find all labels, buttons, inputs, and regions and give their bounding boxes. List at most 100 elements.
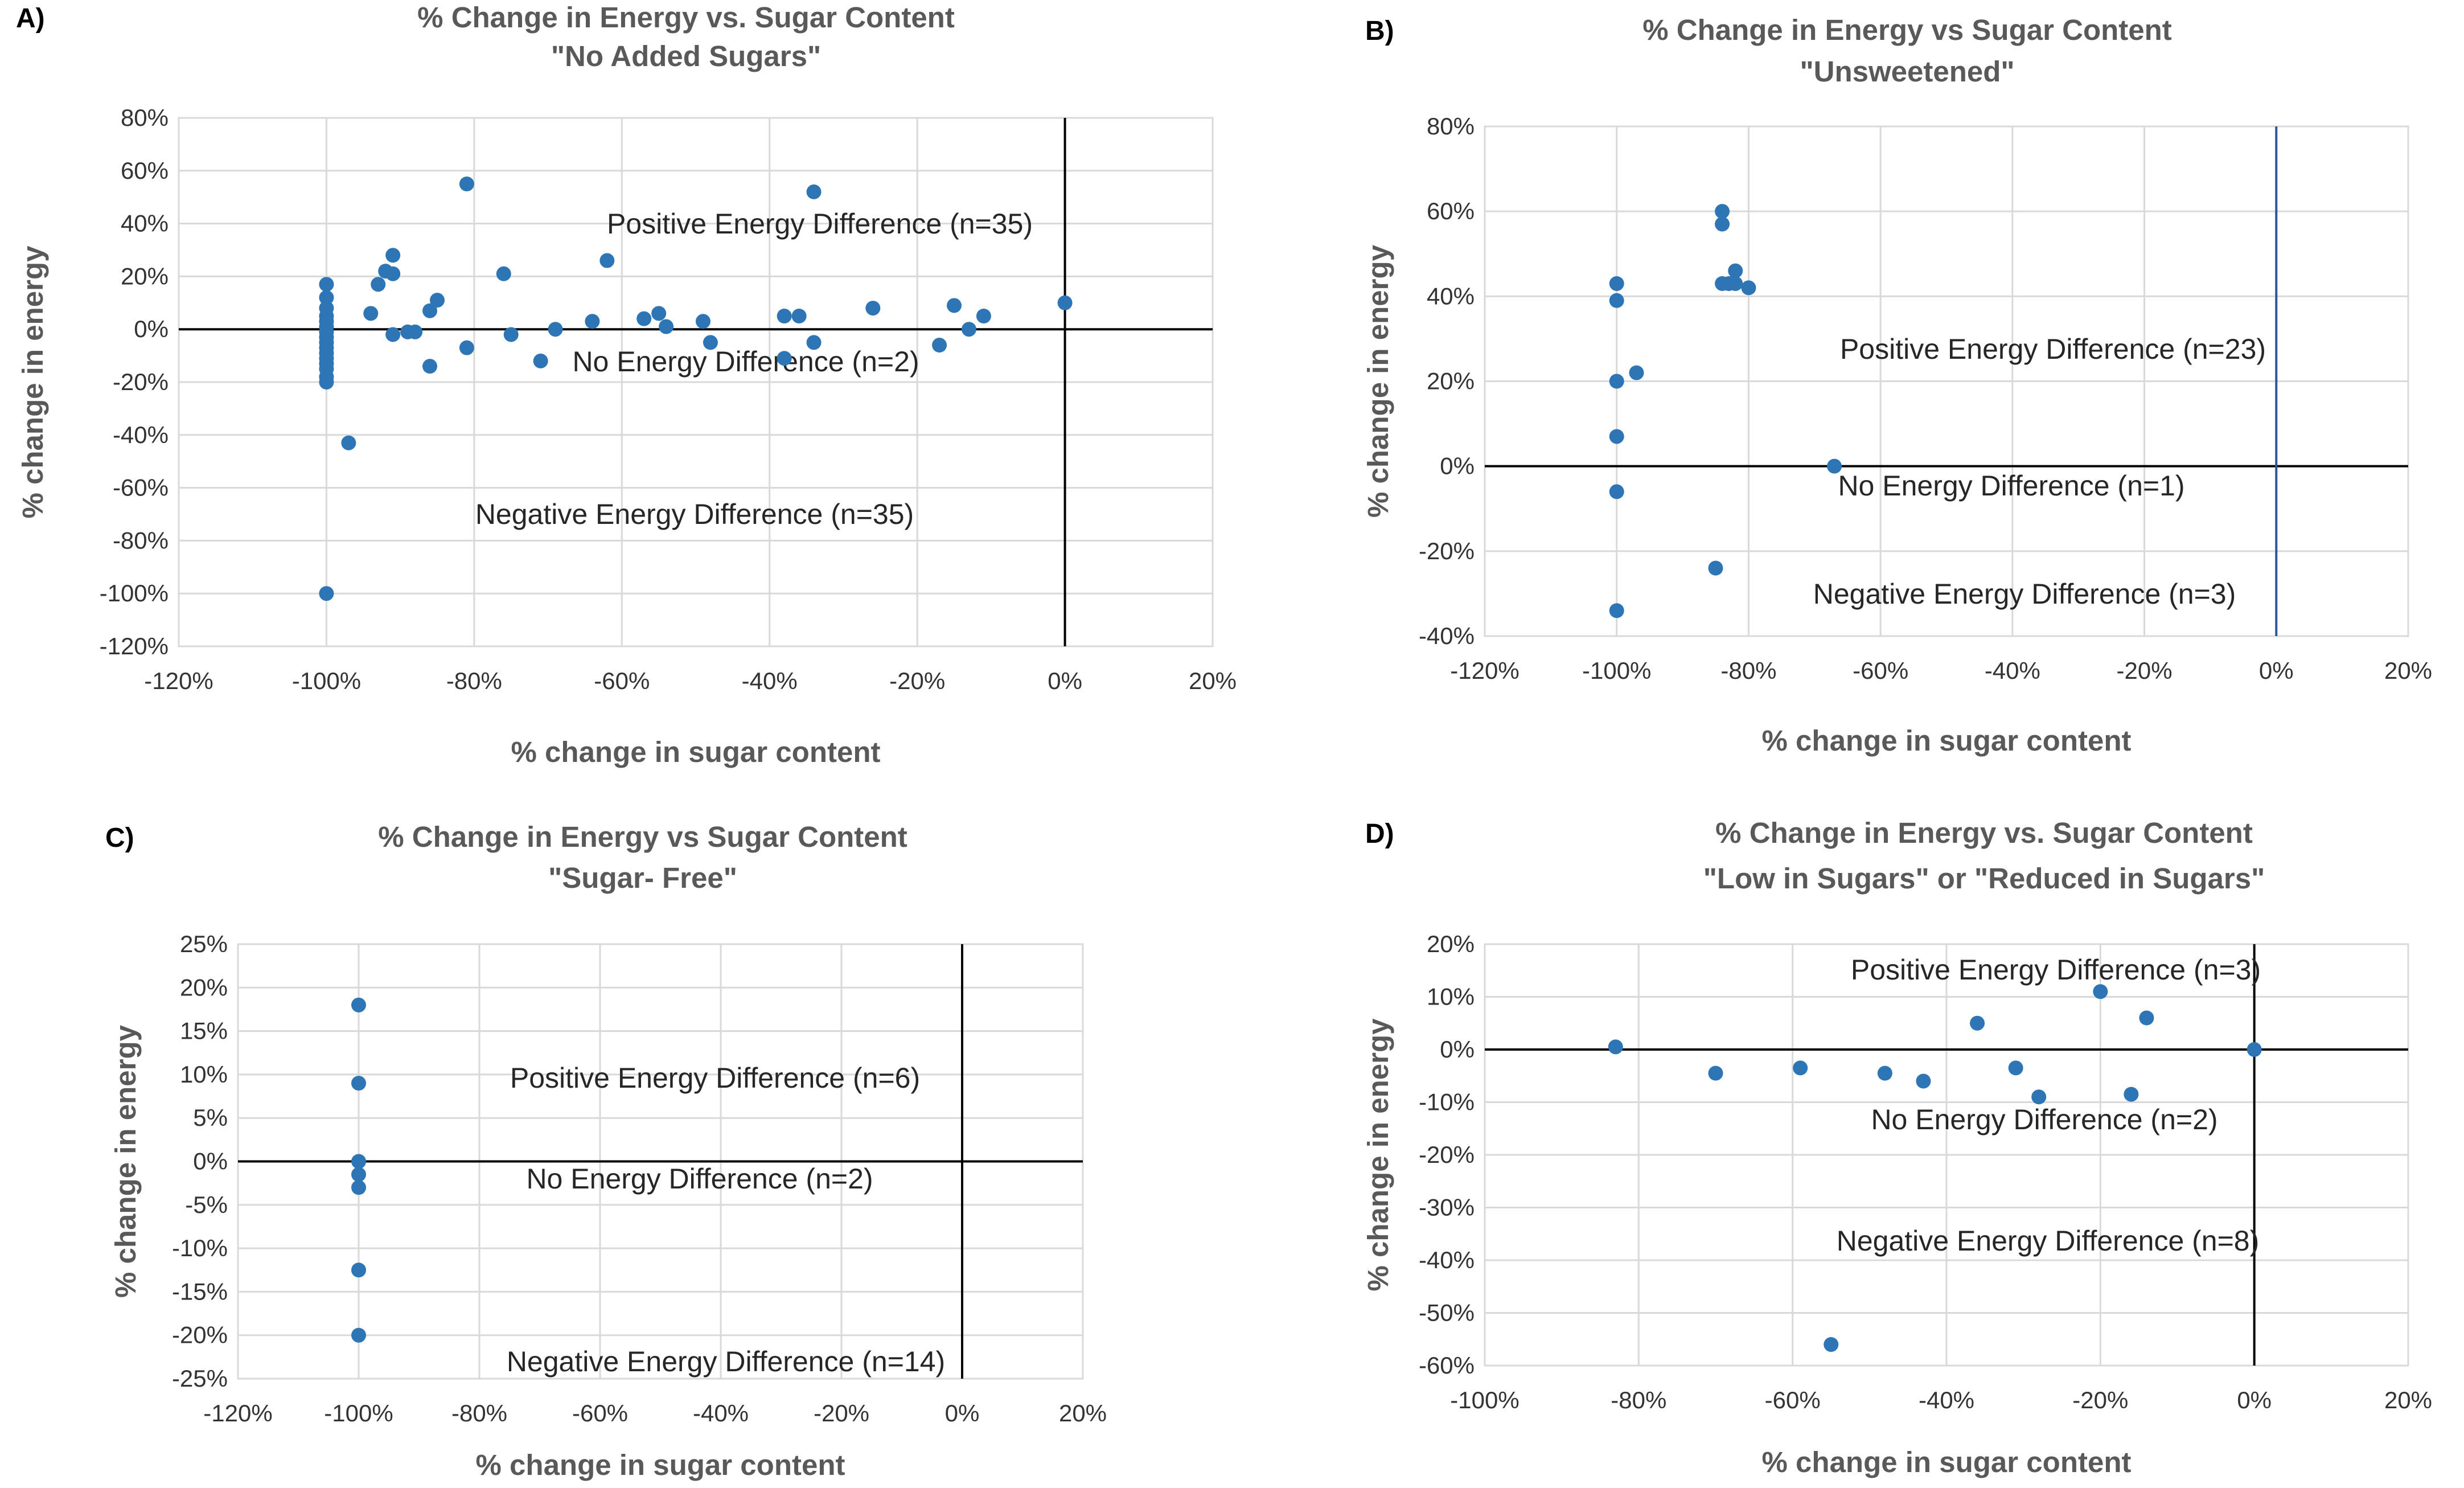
chart-panel-c: C) % Change in Energy vs Sugar Content "Su… xyxy=(105,821,1107,1481)
data-point xyxy=(422,303,438,318)
y-tick-label: 0% xyxy=(1440,453,1475,479)
data-point xyxy=(777,351,792,366)
x-tick-label: -120% xyxy=(1450,657,1519,684)
chart-subtitle: "Unsweetened" xyxy=(1800,55,2014,88)
data-point xyxy=(2031,1089,2047,1105)
data-point xyxy=(806,184,822,199)
data-point xyxy=(371,277,386,292)
y-tick-label: 40% xyxy=(121,210,169,237)
annotation-none: No Energy Difference (n=2) xyxy=(572,346,919,378)
data-point xyxy=(1609,603,1624,618)
y-tick-label: 40% xyxy=(1427,282,1475,309)
data-point xyxy=(459,340,474,355)
data-point xyxy=(351,997,366,1013)
x-tick-label: -20% xyxy=(889,667,945,694)
data-point xyxy=(351,1076,366,1091)
y-tick-label: -50% xyxy=(1419,1300,1475,1326)
data-point xyxy=(1609,293,1624,308)
y-axis-label: % change in energy xyxy=(17,245,49,519)
data-point xyxy=(651,306,667,321)
panel-label: A) xyxy=(16,3,45,34)
data-point xyxy=(932,338,947,353)
data-point xyxy=(1916,1073,1931,1089)
annotation-negative: Negative Energy Difference (n=14) xyxy=(507,1346,945,1378)
data-point xyxy=(351,1262,366,1278)
y-axis-label: % change in energy xyxy=(1362,1018,1394,1292)
data-point xyxy=(1609,429,1624,444)
data-point xyxy=(385,327,401,342)
data-point xyxy=(1609,484,1624,499)
y-tick-label: 10% xyxy=(180,1061,228,1088)
y-tick-label: 20% xyxy=(180,974,228,1001)
x-tick-label: 0% xyxy=(1048,667,1082,694)
data-point xyxy=(695,314,711,329)
data-point xyxy=(548,322,563,337)
data-point xyxy=(1057,295,1073,310)
data-point xyxy=(341,435,356,450)
x-tick-label: -20% xyxy=(2117,657,2173,684)
y-tick-label: -20% xyxy=(172,1322,228,1348)
y-tick-label: -20% xyxy=(1419,1141,1475,1168)
x-tick-label: 0% xyxy=(2237,1387,2272,1413)
plot-area xyxy=(1484,125,2409,637)
x-tick-label: -80% xyxy=(1611,1387,1666,1413)
x-tick-label: -80% xyxy=(1720,657,1776,684)
x-tick-label: 20% xyxy=(2384,657,2432,684)
x-tick-label: -100% xyxy=(292,667,361,694)
panel-label: D) xyxy=(1365,819,1394,849)
y-tick-label: -20% xyxy=(113,368,169,395)
data-point xyxy=(2139,1010,2154,1026)
x-tick-label: -40% xyxy=(1985,657,2040,684)
data-point xyxy=(2247,1042,2262,1057)
data-point xyxy=(947,298,962,313)
annotation-positive: Positive Energy Difference (n=6) xyxy=(510,1062,920,1094)
annotation-negative: Negative Energy Difference (n=3) xyxy=(1813,578,2236,610)
data-point xyxy=(422,359,438,374)
x-tick-label: -60% xyxy=(572,1400,628,1426)
y-tick-label: 15% xyxy=(180,1018,228,1044)
data-point xyxy=(1827,458,1842,474)
y-tick-label: 80% xyxy=(121,104,169,131)
annotation-negative: Negative Energy Difference (n=35) xyxy=(475,498,914,530)
data-point xyxy=(1609,276,1624,291)
data-point xyxy=(1715,216,1730,232)
data-point xyxy=(1970,1015,1985,1031)
data-point xyxy=(351,1167,366,1182)
y-tick-label: -120% xyxy=(100,633,169,659)
annotation-none: No Energy Difference (n=1) xyxy=(1838,470,2184,502)
data-point xyxy=(319,375,334,390)
x-tick-label: -40% xyxy=(693,1400,749,1426)
chart-panel-b: B) % Change in Energy vs Sugar Content "Un… xyxy=(1362,14,2432,757)
y-tick-label: 0% xyxy=(193,1148,228,1175)
data-point xyxy=(1629,365,1644,380)
data-point xyxy=(1608,1039,1623,1055)
y-tick-label: 25% xyxy=(180,930,228,957)
y-tick-label: -5% xyxy=(185,1191,228,1218)
y-tick-label: -40% xyxy=(1419,622,1475,649)
chart-subtitle: "No Added Sugars" xyxy=(551,40,821,72)
y-tick-label: 80% xyxy=(1427,113,1475,140)
y-tick-label: -30% xyxy=(1419,1194,1475,1221)
data-point xyxy=(2124,1087,2139,1102)
chart-panel-d: D) % Change in Energy vs. Sugar Content "L… xyxy=(1362,817,2432,1478)
y-tick-label: -20% xyxy=(1419,538,1475,564)
data-point xyxy=(363,306,379,321)
y-tick-label: 0% xyxy=(134,315,169,342)
x-tick-label: -60% xyxy=(594,667,650,694)
data-point xyxy=(1793,1060,1808,1076)
data-point xyxy=(1708,1065,1723,1081)
plot-area xyxy=(1484,943,2409,1367)
data-point xyxy=(496,266,511,281)
x-tick-label: -80% xyxy=(446,667,502,694)
data-point xyxy=(1728,276,1743,291)
data-point xyxy=(533,353,548,368)
annotation-positive: Positive Energy Difference (n=3) xyxy=(1851,954,2261,986)
data-point xyxy=(319,586,334,601)
x-tick-label: 20% xyxy=(1059,1400,1107,1426)
x-tick-label: -120% xyxy=(203,1400,272,1426)
y-tick-label: 0% xyxy=(1440,1036,1475,1063)
x-tick-label: -60% xyxy=(1853,657,1908,684)
panel-label: B) xyxy=(1365,16,1394,46)
data-point xyxy=(1824,1337,1839,1352)
data-point xyxy=(585,314,600,329)
